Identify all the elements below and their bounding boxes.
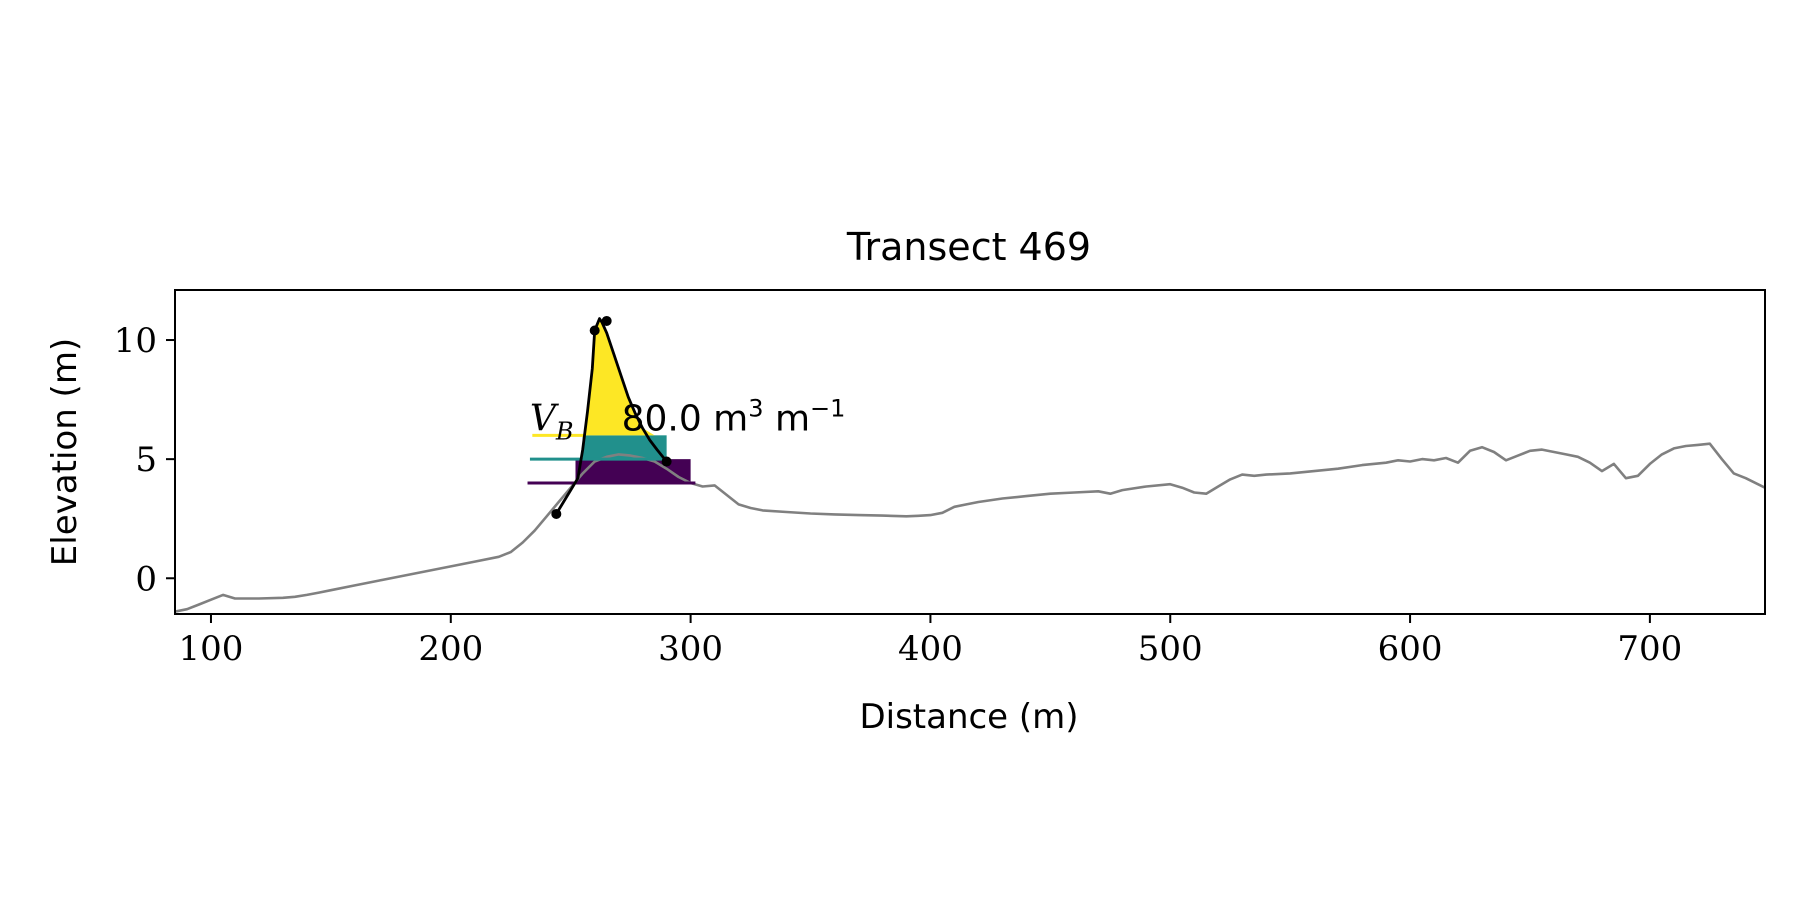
profile-line	[175, 442, 1765, 613]
x-tick-label: 700	[1617, 629, 1682, 669]
y-axis-label: Elevation (m)	[45, 338, 85, 566]
axes-frame	[174, 289, 1766, 615]
volume-value: 80.0 m	[622, 399, 749, 440]
y-tick-label: 0	[135, 559, 157, 599]
x-tick-label: 500	[1138, 629, 1203, 669]
x-axis-label: Distance (m)	[859, 697, 1078, 737]
x-axis-ticks: 100 200 300 400 500 600 700	[179, 614, 1682, 669]
y-tick-label: 10	[114, 321, 157, 361]
x-tick-label: 200	[418, 629, 483, 669]
volume-unit-mid: m	[764, 399, 811, 440]
dune-band-fill-2	[582, 435, 667, 460]
x-tick-label: 300	[658, 629, 723, 669]
dune-point-1	[551, 508, 562, 519]
volume-symbol: V	[530, 399, 560, 440]
y-axis-ticks: 0 5 10	[114, 321, 175, 599]
x-tick-label: 600	[1378, 629, 1443, 669]
x-tick-label: 100	[179, 629, 244, 669]
volume-annotation: VB 80.0 m3 m−1	[530, 395, 846, 446]
chart-title: Transect 469	[846, 225, 1091, 269]
dune-point-4	[661, 456, 672, 467]
dune-point-2	[589, 325, 600, 336]
dune-band-fill-3	[585, 318, 655, 436]
dune-point-3	[601, 315, 612, 326]
x-tick-label: 400	[898, 629, 963, 669]
volume-unit-sup-2: −1	[810, 395, 845, 423]
volume-subscript: B	[555, 418, 574, 446]
volume-annotation-text: VB 80.0 m3 m−1	[530, 395, 846, 446]
volume-unit-sup-1: 3	[748, 395, 763, 423]
y-tick-label: 5	[135, 440, 157, 480]
plot-area	[175, 315, 1765, 613]
